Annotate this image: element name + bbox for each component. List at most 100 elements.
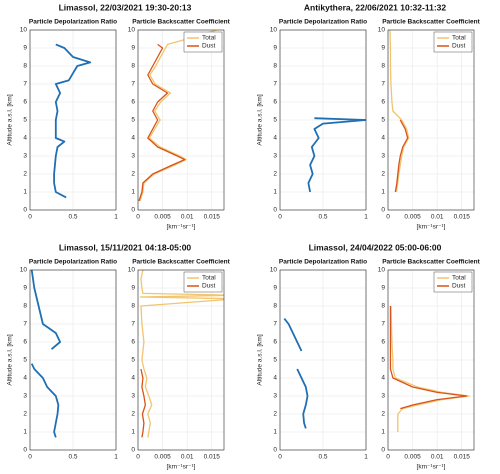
y-tick-label: 10 bbox=[128, 267, 136, 274]
axes-box bbox=[387, 29, 475, 211]
y-tick-label: 8 bbox=[23, 63, 27, 70]
x-tick-label: 0.015 bbox=[204, 454, 221, 461]
y-tick-label: 8 bbox=[23, 303, 27, 310]
y-tick-label: 10 bbox=[378, 267, 386, 274]
x-tick-label: 0.01 bbox=[181, 214, 194, 221]
legend-label: Total bbox=[452, 275, 466, 282]
y-tick-label: 7 bbox=[131, 81, 135, 88]
axes-box bbox=[29, 29, 117, 211]
y-tick-label: 9 bbox=[273, 285, 277, 292]
y-tick-label: 8 bbox=[131, 303, 135, 310]
y-tick-label: 9 bbox=[381, 285, 385, 292]
y-tick-label: 7 bbox=[23, 81, 27, 88]
panel-title: Limassol, 24/04/2022 05:00-06:00 bbox=[309, 242, 442, 252]
y-tick-label: 10 bbox=[20, 27, 28, 34]
y-tick-label: 7 bbox=[273, 81, 277, 88]
y-tick-label: 6 bbox=[23, 99, 27, 106]
subplot-title: Particle Depolarization Ratio bbox=[279, 19, 367, 26]
legend-box bbox=[433, 31, 473, 53]
axes-box bbox=[279, 29, 367, 211]
subplot-title: Particle Depolarization Ratio bbox=[29, 259, 117, 266]
profile-line bbox=[140, 368, 147, 438]
y-tick-label: 7 bbox=[131, 321, 135, 328]
x-tick-label: 0.5 bbox=[318, 454, 327, 461]
y-tick-label: 4 bbox=[273, 135, 277, 142]
y-tick-label: 9 bbox=[273, 45, 277, 52]
profile-line bbox=[139, 270, 224, 438]
profile-line bbox=[138, 43, 186, 202]
subplot-title: Particle Depolarization Ratio bbox=[279, 259, 367, 266]
y-tick-label: 8 bbox=[273, 63, 277, 70]
axes-box bbox=[29, 269, 117, 451]
y-tick-label: 9 bbox=[23, 285, 27, 292]
legend-label: Dust bbox=[202, 283, 216, 290]
legend-label: Dust bbox=[452, 43, 466, 50]
y-tick-label: 0 bbox=[381, 207, 385, 214]
y-tick-label: 10 bbox=[128, 27, 136, 34]
legend-label: Total bbox=[202, 275, 216, 282]
y-tick-label: 1 bbox=[273, 189, 277, 196]
y-tick-label: 0 bbox=[273, 207, 277, 214]
y-tick-label: 9 bbox=[131, 285, 135, 292]
axes-box bbox=[279, 269, 367, 451]
y-tick-label: 3 bbox=[23, 153, 27, 160]
x-axis-label: [km⁻¹sr⁻¹] bbox=[417, 464, 446, 471]
y-tick-label: 3 bbox=[273, 393, 277, 400]
y-tick-label: 6 bbox=[273, 339, 277, 346]
y-tick-label: 4 bbox=[23, 375, 27, 382]
profile-line bbox=[139, 30, 217, 202]
legend-label: Total bbox=[452, 35, 466, 42]
x-tick-label: 1 bbox=[114, 454, 118, 461]
x-tick-label: 0.01 bbox=[431, 214, 444, 221]
y-tick-label: 8 bbox=[381, 303, 385, 310]
y-tick-label: 3 bbox=[381, 393, 385, 400]
y-tick-label: 5 bbox=[273, 117, 277, 124]
y-tick-label: 0 bbox=[131, 207, 135, 214]
y-tick-label: 2 bbox=[131, 411, 135, 418]
y-tick-label: 2 bbox=[131, 171, 135, 178]
x-tick-label: 0 bbox=[136, 214, 140, 221]
x-tick-label: 0 bbox=[278, 454, 282, 461]
subplot-title: Particle Backscatter Coefficient bbox=[132, 19, 230, 26]
y-tick-label: 6 bbox=[23, 339, 27, 346]
y-tick-label: 2 bbox=[273, 411, 277, 418]
x-tick-label: 0.005 bbox=[154, 454, 171, 461]
panel-title: Limassol, 15/11/2021 04:18-05:00 bbox=[59, 242, 192, 252]
y-tick-label: 3 bbox=[131, 393, 135, 400]
y-tick-label: 1 bbox=[131, 189, 135, 196]
y-tick-label: 4 bbox=[381, 135, 385, 142]
y-tick-label: 8 bbox=[131, 63, 135, 70]
y-tick-label: 7 bbox=[381, 81, 385, 88]
profile-line bbox=[53, 43, 92, 199]
y-tick-label: 5 bbox=[381, 117, 385, 124]
x-tick-label: 0.015 bbox=[454, 454, 471, 461]
y-tick-label: 3 bbox=[23, 393, 27, 400]
subplot-title: Particle Backscatter Coefficient bbox=[132, 259, 230, 266]
y-tick-label: 9 bbox=[381, 45, 385, 52]
y-tick-label: 8 bbox=[381, 63, 385, 70]
y-tick-label: 4 bbox=[23, 135, 27, 142]
y-tick-label: 9 bbox=[23, 45, 27, 52]
axes-box bbox=[137, 269, 225, 451]
x-axis-label: [km⁻¹sr⁻¹] bbox=[167, 224, 196, 231]
y-tick-label: 1 bbox=[273, 429, 277, 436]
y-tick-label: 1 bbox=[381, 189, 385, 196]
y-tick-label: 7 bbox=[273, 321, 277, 328]
y-tick-label: 9 bbox=[131, 45, 135, 52]
x-tick-label: 0 bbox=[386, 214, 390, 221]
x-tick-label: 0.015 bbox=[454, 214, 471, 221]
y-tick-label: 1 bbox=[381, 429, 385, 436]
y-tick-label: 2 bbox=[23, 411, 27, 418]
profile-line bbox=[307, 117, 366, 193]
y-tick-label: 2 bbox=[23, 171, 27, 178]
subplot-title: Particle Depolarization Ratio bbox=[29, 19, 117, 26]
y-axis-label: Altitude a.s.l. [km] bbox=[7, 94, 14, 145]
subplot-title: Particle Backscatter Coefficient bbox=[382, 259, 480, 266]
y-tick-label: 0 bbox=[381, 447, 385, 454]
y-tick-label: 7 bbox=[381, 321, 385, 328]
y-tick-label: 3 bbox=[273, 153, 277, 160]
y-tick-label: 4 bbox=[273, 375, 277, 382]
x-tick-label: 0 bbox=[136, 454, 140, 461]
y-tick-label: 5 bbox=[23, 357, 27, 364]
